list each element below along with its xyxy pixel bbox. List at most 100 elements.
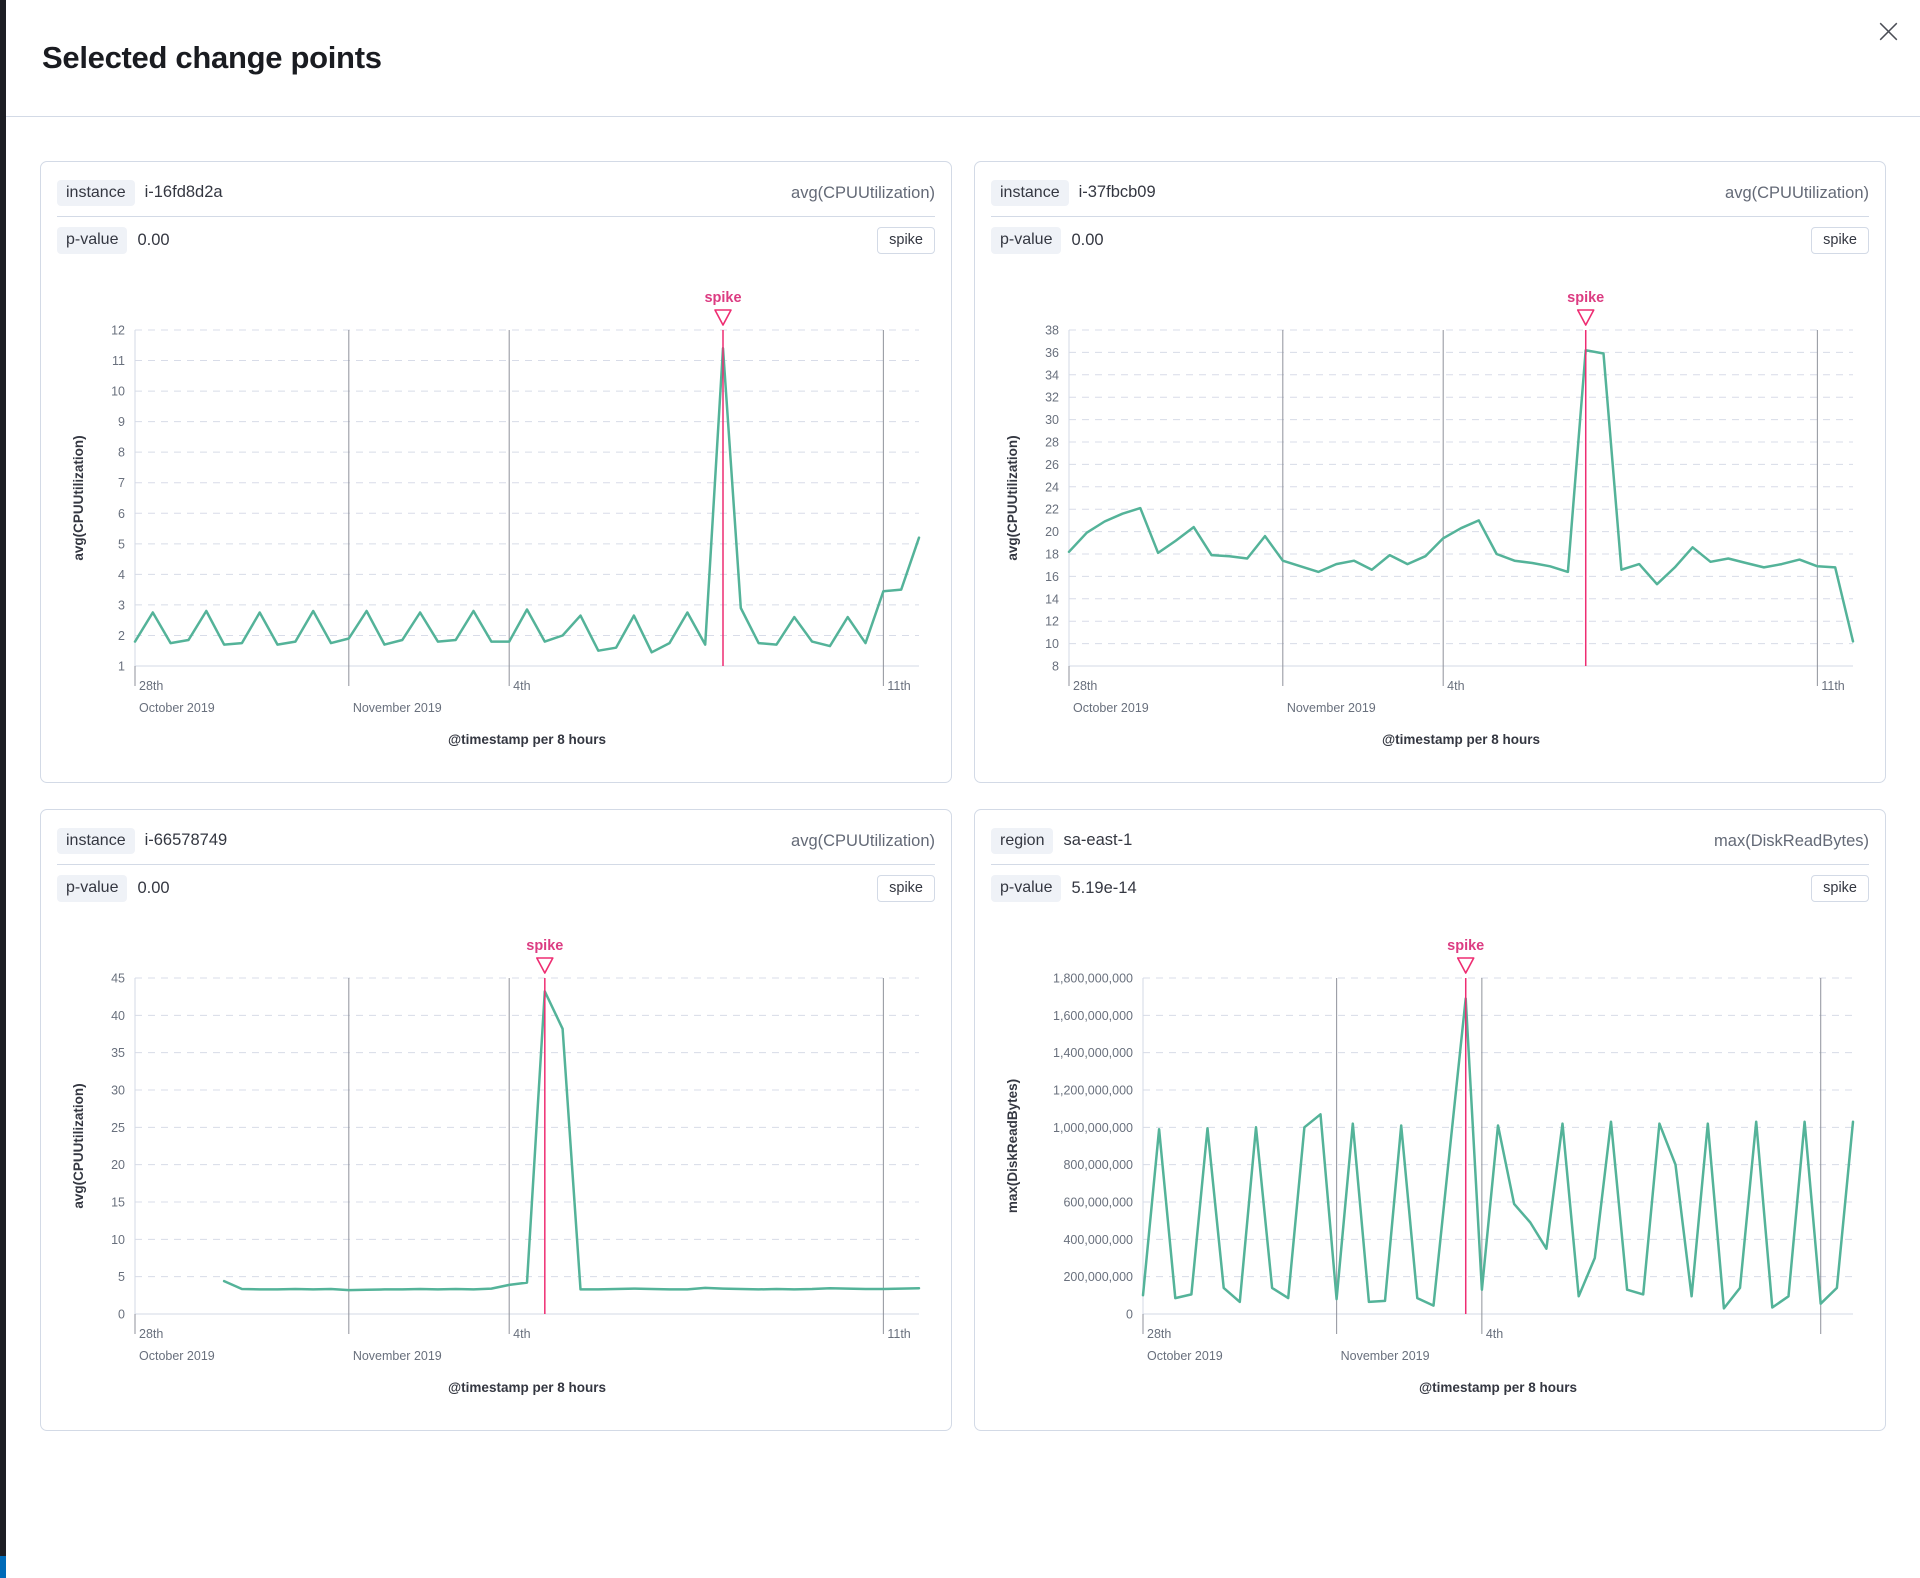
change-point-panel: instance i-37fbcb09 avg(CPUUtilization) … [974, 161, 1886, 783]
svg-text:5: 5 [118, 537, 125, 551]
svg-text:20: 20 [1045, 525, 1059, 539]
svg-text:12: 12 [111, 324, 125, 338]
p-value-badge: p-value [57, 875, 128, 902]
p-value-badge: p-value [991, 875, 1062, 902]
p-value: 5.19e-14 [1071, 878, 1137, 897]
svg-text:4: 4 [118, 568, 125, 582]
change-type-badge: spike [877, 874, 935, 903]
svg-text:34: 34 [1045, 368, 1059, 382]
change-point-panel: instance i-66578749 avg(CPUUtilization) … [40, 809, 952, 1431]
svg-text:18: 18 [1045, 548, 1059, 562]
modal-title: Selected change points [42, 40, 382, 75]
p-value-badge: p-value [991, 227, 1062, 254]
field-name-badge: instance [57, 179, 135, 207]
svg-text:28: 28 [1045, 436, 1059, 450]
svg-text:4th: 4th [1447, 679, 1464, 693]
svg-text:4th: 4th [1486, 1327, 1503, 1341]
panel-pvalue-row: p-value 5.19e-14 spike [991, 865, 1869, 912]
svg-text:8: 8 [118, 446, 125, 460]
svg-text:November 2019: November 2019 [353, 701, 442, 715]
change-point-chart: 1 2 3 4 5 6 7 8 9 10 11 12 28th October 2019 November … [57, 268, 935, 768]
close-button[interactable] [1872, 16, 1904, 48]
field-value: i-66578749 [144, 831, 228, 850]
svg-text:avg(CPUUtilization): avg(CPUUtilization) [1005, 435, 1020, 560]
svg-text:October 2019: October 2019 [1147, 1349, 1223, 1363]
p-value: 0.00 [137, 230, 170, 249]
svg-text:4th: 4th [513, 1327, 530, 1341]
svg-text:11th: 11th [1821, 679, 1844, 693]
svg-text:40: 40 [111, 1009, 125, 1023]
change-type-badge: spike [877, 226, 935, 255]
p-value: 0.00 [1071, 230, 1104, 249]
svg-text:28th: 28th [139, 679, 163, 693]
svg-text:1,000,000,000: 1,000,000,000 [1053, 1121, 1133, 1135]
svg-text:1: 1 [118, 660, 125, 674]
svg-text:10: 10 [111, 1233, 125, 1247]
svg-text:avg(CPUUtilization): avg(CPUUtilization) [71, 1083, 86, 1208]
metric-label: avg(CPUUtilization) [1725, 183, 1869, 202]
change-type-badge: spike [1811, 226, 1869, 255]
svg-text:spike: spike [1447, 938, 1484, 954]
svg-text:8: 8 [1052, 660, 1059, 674]
background-page-edge [0, 0, 6, 1578]
svg-text:14: 14 [1045, 592, 1059, 606]
svg-text:28th: 28th [1073, 679, 1097, 693]
close-icon [1879, 22, 1897, 41]
svg-text:24: 24 [1045, 480, 1059, 494]
change-point-panel: region sa-east-1 max(DiskReadBytes) p-va… [974, 809, 1886, 1431]
change-point-chart: 8 10 12 14 16 18 20 22 24 26 28 30 32 34 36 38 28th Octob… [991, 268, 1869, 768]
svg-text:4th: 4th [513, 679, 530, 693]
svg-text:10: 10 [111, 385, 125, 399]
field-name-badge: instance [57, 827, 135, 855]
p-value-badge: p-value [57, 227, 128, 254]
svg-text:@timestamp per 8 hours: @timestamp per 8 hours [1382, 732, 1540, 747]
panel-pvalue-row: p-value 0.00 spike [991, 217, 1869, 264]
svg-text:16: 16 [1045, 570, 1059, 584]
svg-text:6: 6 [118, 507, 125, 521]
p-value: 0.00 [137, 878, 170, 897]
svg-text:20: 20 [111, 1158, 125, 1172]
field-name-badge: region [991, 827, 1054, 855]
svg-text:11: 11 [112, 354, 125, 368]
svg-text:11th: 11th [887, 679, 910, 693]
metric-label: avg(CPUUtilization) [791, 831, 935, 850]
svg-text:400,000,000: 400,000,000 [1063, 1233, 1133, 1247]
svg-text:30: 30 [111, 1084, 125, 1098]
panels-grid: instance i-16fd8d2a avg(CPUUtilization) … [40, 161, 1886, 1431]
field-value: i-37fbcb09 [1078, 183, 1156, 202]
svg-text:12: 12 [1045, 615, 1059, 629]
svg-text:5: 5 [118, 1270, 125, 1284]
svg-text:October 2019: October 2019 [139, 701, 215, 715]
svg-text:9: 9 [118, 415, 125, 429]
panel-pvalue-row: p-value 0.00 spike [57, 865, 935, 912]
change-type-badge: spike [1811, 874, 1869, 903]
svg-text:22: 22 [1045, 503, 1059, 517]
svg-text:2: 2 [118, 629, 125, 643]
change-point-panel: instance i-16fd8d2a avg(CPUUtilization) … [40, 161, 952, 783]
svg-text:spike: spike [526, 938, 563, 954]
svg-text:spike: spike [1567, 290, 1604, 306]
svg-text:November 2019: November 2019 [353, 1349, 442, 1363]
svg-text:32: 32 [1045, 391, 1059, 405]
change-point-chart: 0 200,000,000 400,000,000 600,000,000 800,00… [991, 916, 1869, 1416]
svg-text:November 2019: November 2019 [1287, 701, 1376, 715]
svg-text:7: 7 [118, 476, 125, 490]
svg-text:October 2019: October 2019 [139, 1349, 215, 1363]
svg-text:1,600,000,000: 1,600,000,000 [1053, 1009, 1133, 1023]
change-point-chart: 0 5 10 15 20 25 30 35 40 45 28th October 2019 Novemb… [57, 916, 935, 1416]
svg-text:600,000,000: 600,000,000 [1063, 1196, 1133, 1210]
svg-text:38: 38 [1045, 324, 1059, 338]
metric-label: avg(CPUUtilization) [791, 183, 935, 202]
svg-text:1,800,000,000: 1,800,000,000 [1053, 972, 1133, 986]
field-name-badge: instance [991, 179, 1069, 207]
svg-text:35: 35 [111, 1046, 125, 1060]
panel-pvalue-row: p-value 0.00 spike [57, 217, 935, 264]
svg-text:30: 30 [1045, 413, 1059, 427]
svg-text:0: 0 [1126, 1308, 1133, 1322]
svg-text:spike: spike [704, 290, 741, 306]
svg-text:15: 15 [111, 1196, 125, 1210]
field-value: sa-east-1 [1063, 831, 1133, 850]
svg-text:@timestamp per 8 hours: @timestamp per 8 hours [1419, 1380, 1577, 1395]
panel-field-row: instance i-37fbcb09 avg(CPUUtilization) [991, 170, 1869, 217]
svg-text:1,400,000,000: 1,400,000,000 [1053, 1046, 1133, 1060]
